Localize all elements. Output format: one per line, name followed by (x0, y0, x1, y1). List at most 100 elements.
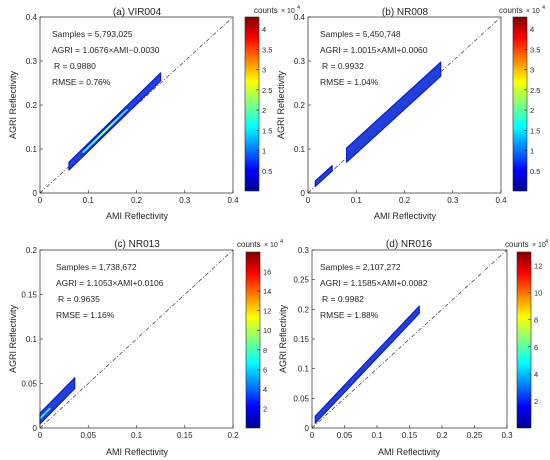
colorbar-label: counts (505, 240, 529, 249)
x-tick-label: 0.1 (371, 431, 383, 440)
stat-r: R = 0.9982 (322, 294, 364, 304)
x-tick-label: 0.1 (131, 431, 143, 440)
panel-b: (b) NR008 0 0.1 0.2 0.3 0.4 0 0.1 0.2 0.3 0.4 Sam… (276, 5, 545, 221)
colorbar-tick-label: 2.5 (530, 86, 540, 95)
y-tick-label: 0.1 (294, 145, 306, 154)
stat-r: R = 0.9880 (54, 61, 96, 71)
stat-rmse: RMSE = 1.04% (320, 77, 379, 87)
plot-area: 0 0.05 0.1 0.15 0.2 0.25 0.3 0 0.05 0.1 0.15 0.2 0.2… (293, 246, 513, 440)
panel-a: (a) VIR004 0 0.1 0.2 0.3 0.4 0 0.1 0.2 0.3 0.4 Sa… (8, 5, 300, 221)
colorbar-exponent-power: 4 (280, 239, 283, 245)
colorbar-exponent-power: 4 (542, 5, 545, 11)
colorbar-tick-label: 2 (534, 397, 538, 406)
stat-samples: Samples = 1,738,672 (56, 262, 137, 272)
x-tick-label: 0.15 (177, 431, 193, 440)
x-tick-label: 0.2 (436, 431, 448, 440)
one-to-one-line (39, 249, 234, 429)
x-tick-label: 0 (310, 431, 315, 440)
colorbar-tick-label: 0.5 (530, 167, 540, 176)
panel-title: (c) NR013 (114, 239, 160, 250)
x-tick-label: 0.15 (402, 431, 418, 440)
x-tick-label: 0.05 (337, 431, 353, 440)
panel-c: (c) NR013 0 0.05 0.1 0.15 0.2 0 0.05 0.1 0.15 0.2… (8, 239, 283, 457)
y-tick-label: 0.1 (298, 365, 310, 374)
colorbar-tick-label: 3 (262, 66, 266, 75)
panel-d: (d) NR016 0 0.05 0.1 0.15 0.2 0.25 0.3 0 0.05 0.1… (278, 239, 548, 457)
density-cloud (346, 61, 442, 163)
plot-area: 0 0.05 0.1 0.15 0.2 0 0.05 0.1 0.15 0.2 (21, 246, 239, 440)
y-tick-label: 0.25 (293, 276, 309, 285)
y-tick-label: 0.2 (294, 101, 306, 110)
stat-r: R = 0.9932 (322, 61, 364, 71)
x-tick-label: 0.3 (447, 196, 459, 205)
colorbar-tick-label: 8 (534, 316, 538, 325)
colorbar-tick-label: 1.5 (262, 126, 272, 135)
density-cloud (314, 165, 333, 187)
colorbar-tick-label: 4 (262, 25, 266, 34)
stat-samples: Samples = 2,107,272 (320, 262, 401, 272)
colorbar-tick-label: 2 (263, 404, 267, 413)
colorbar-exponent: × 10 (532, 242, 546, 249)
colorbar-gradient (244, 16, 260, 192)
panel-title: (b) NR008 (382, 7, 429, 18)
colorbar-tick-label: 12 (534, 262, 542, 271)
x-tick-label: 0.4 (495, 196, 507, 205)
colorbar-tick-label: 1 (530, 147, 534, 156)
colorbar-tick-label: 8 (263, 346, 267, 355)
stat-samples: Samples = 5,793,025 (52, 29, 133, 39)
colorbar-tick-label: 10 (263, 326, 271, 335)
density-core (82, 108, 128, 154)
one-to-one-line (39, 16, 234, 194)
colorbar-tick-label: 2 (530, 106, 534, 115)
y-axis-label: AGRI Reflectivity (8, 304, 18, 373)
colorbar-exponent: × 10 (264, 242, 278, 249)
stat-equation: AGRI = 1.0015×AMI+0.0060 (320, 45, 428, 55)
y-axis-label: AGRI Reflectivity (276, 70, 286, 139)
x-tick-label: 0 (306, 196, 311, 205)
colorbar-tick-label: 2 (262, 106, 266, 115)
y-tick-label: 0.4 (26, 13, 38, 22)
colorbar-gradient (512, 16, 528, 192)
y-tick-label: 0 (305, 424, 310, 433)
y-tick-label: 0.4 (294, 13, 306, 22)
y-tick-label: 0 (33, 424, 38, 433)
colorbar: 2 4 6 8 10 12 14 16 (245, 251, 271, 429)
x-tick-label: 0.3 (501, 431, 513, 440)
colorbar-tick-label: 10 (534, 289, 542, 298)
x-axis-label: AMI Reflectivity (106, 211, 169, 221)
colorbar-gradient (245, 251, 261, 429)
one-to-one-line (311, 249, 508, 429)
y-tick-label: 0.15 (293, 335, 309, 344)
y-tick-label: 0.05 (293, 394, 309, 403)
colorbar: 0.5 1 1.5 2 2.5 3 3.5 4 (512, 16, 540, 192)
stat-rmse: RMSE = 0.76% (52, 77, 111, 87)
y-axis-label: AGRI Reflectivity (8, 70, 18, 139)
y-tick-label: 0.3 (26, 57, 38, 66)
y-tick-label: 0.2 (298, 305, 310, 314)
density-cloud (314, 305, 420, 424)
x-tick-label: 0 (38, 196, 43, 205)
colorbar-tick-label: 4 (534, 370, 538, 379)
y-tick-label: 0.3 (298, 246, 310, 255)
panel-title: (d) NR016 (386, 239, 433, 250)
stat-rmse: RMSE = 1.16% (56, 310, 115, 320)
x-tick-label: 0.25 (467, 431, 483, 440)
x-tick-label: 0.3 (179, 196, 191, 205)
density-cloud (39, 377, 76, 425)
colorbar-tick-label: 16 (263, 268, 271, 277)
stat-equation: AGRI = 1.0676×AMI−0.0030 (52, 45, 160, 55)
y-tick-label: 0.3 (294, 57, 306, 66)
colorbar-gradient (516, 251, 532, 429)
colorbar-label: counts (254, 6, 278, 15)
y-tick-label: 0.2 (26, 101, 38, 110)
x-axis-label: AMI Reflectivity (106, 447, 169, 457)
colorbar-tick-label: 14 (263, 287, 271, 296)
y-tick-label: 0.15 (21, 291, 37, 300)
x-axis-label: AMI Reflectivity (374, 211, 437, 221)
stat-samples: Samples = 5,450,748 (320, 29, 401, 39)
stat-equation: AGRI = 1.1053×AMI+0.0106 (56, 278, 164, 288)
density-core (39, 407, 51, 419)
y-tick-label: 0.05 (21, 380, 37, 389)
colorbar-tick-label: 1.5 (530, 126, 540, 135)
